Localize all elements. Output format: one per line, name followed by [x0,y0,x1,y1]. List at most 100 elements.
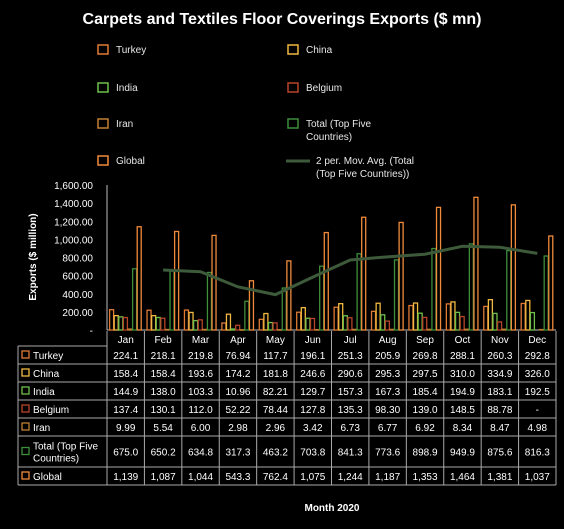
table-cell-turkey: 218.1 [151,351,176,362]
table-cell-total-top-five-countries: 634.8 [188,448,213,459]
table-cell-belgium: 127.8 [300,405,325,416]
table-cell-iran: 2.98 [228,423,248,434]
table-header-cell: Jul [344,335,357,346]
bar-turkey-feb [146,309,152,331]
bar-iran-jul [351,328,358,331]
table-cell-china: 174.2 [225,369,250,380]
table-header-cell: Mar [192,335,210,346]
bar-total-top-five-countries-dec [543,255,549,331]
table-header-cell: Feb [155,335,173,346]
table-cell-iran: 3.42 [303,423,323,434]
table-cell-iran: 8.34 [453,423,473,434]
table-key-global [21,471,30,480]
bar-china-may [263,312,269,331]
bar-turkey-jul [333,306,339,331]
bar-total-top-five-countries-mar [206,271,213,331]
bar-iran-jan [127,328,133,331]
x-axis-label: Month 2020 [304,503,359,514]
bar-global-may [286,260,292,331]
table-cell-india: 167.3 [375,387,400,398]
bar-total-top-five-countries-apr [244,300,250,331]
table-cell-total-top-five-countries: 816.3 [525,448,550,459]
table-cell-china: 326.0 [525,369,550,380]
table-cell-global: 1,464 [450,472,475,483]
bar-global-apr [248,280,255,331]
table-cell-total-top-five-countries: 949.9 [450,448,475,459]
bar-china-jan [113,314,119,331]
bar-total-top-five-countries-jun [319,265,325,331]
table-cell-belgium: 148.5 [450,405,475,416]
bar-china-feb [150,314,157,331]
bar-belgium-jul [347,317,353,331]
legend-label-global: Global [116,156,145,167]
bar-iran-mar [202,328,208,331]
bar-belgium-jun [309,317,316,331]
bar-total-top-five-countries-aug [393,259,400,331]
table-cell-total-top-five-countries: 875.6 [487,448,512,459]
bar-belgium-mar [197,319,203,331]
table-cell-iran: 5.54 [153,423,173,434]
table-key-total-top-five-countries [21,446,30,456]
table-cell-belgium: 135.3 [338,405,363,416]
bar-global-mar [211,234,217,331]
legend-label-india: India [116,83,138,94]
table-cell-turkey: 224.1 [113,351,138,362]
table-cell-belgium: 88.78 [487,405,512,416]
table-key-turkey [21,350,30,359]
table-cell-china: 290.6 [338,369,363,380]
bar-total-top-five-countries-nov [506,249,512,331]
table-cell-belgium: 112.0 [188,405,213,416]
table-cell-global: 1,087 [151,472,176,483]
table-cell-iran: 9.99 [116,423,136,434]
y-tick-label: - [90,326,93,337]
y-tick-label: 1,600.00 [54,181,93,192]
table-cell-global: 762.4 [263,472,288,483]
table-cell-global: 1,381 [487,472,512,483]
table-cell-china: 310.0 [450,369,475,380]
table-cell-iran: 8.47 [490,423,510,434]
bar-total-top-five-countries-jan [131,268,138,331]
table-row-label-china: China [33,369,60,380]
bar-china-nov [487,298,494,331]
legend-swatch-china [287,44,299,55]
bar-turkey-mar [183,309,190,331]
table-cell-india: 157.3 [338,387,363,398]
table-cell-global: 1,037 [525,472,550,483]
bar-india-nov [492,312,498,331]
table-cell-global: 1,244 [338,472,363,483]
table-cell-turkey: 196.1 [300,351,325,362]
table-header-cell: Sep [416,335,434,346]
table-cell-belgium: 139.0 [413,405,438,416]
legend-swatch-iran [97,118,109,129]
table-cell-total-top-five-countries: 841.3 [338,448,363,459]
table-header-cell: Jan [118,335,134,346]
table-cell-india: 183.1 [487,387,512,398]
y-tick-label: 600.00 [62,272,93,283]
bar-iran-feb [164,328,171,331]
table-cell-total-top-five-countries: 703.8 [300,448,325,459]
y-tick-label: 1,400.00 [54,199,93,210]
table-cell-total-top-five-countries: 317.3 [225,448,250,459]
legend-label-total-top-five-countries: Total (Top Five Countries) [306,119,371,143]
table-cell-india: 138.0 [151,387,176,398]
legend-label-china: China [306,45,333,56]
bar-china-dec [525,299,531,331]
table-cell-turkey: 117.7 [263,351,288,362]
table-cell-total-top-five-countries: 773.6 [375,448,400,459]
legend-label-turkey: Turkey [116,45,146,56]
bar-global-jul [361,216,367,331]
table-cell-turkey: 288.1 [450,351,475,362]
bar-turkey-may [258,318,264,331]
table-cell-china: 158.4 [151,369,176,380]
table-row-label-turkey: Turkey [33,351,63,362]
table-cell-india: 192.5 [525,387,550,398]
bar-china-oct [450,301,456,331]
bar-belgium-aug [384,320,390,331]
table-cell-turkey: 251.3 [338,351,363,362]
y-tick-label: 200.00 [62,308,93,319]
table-header-cell: May [266,335,285,346]
table-key-china [21,368,30,377]
table-cell-turkey: 205.9 [375,351,400,362]
table-cell-global: 1,075 [300,472,325,483]
bar-global-nov [510,204,517,331]
